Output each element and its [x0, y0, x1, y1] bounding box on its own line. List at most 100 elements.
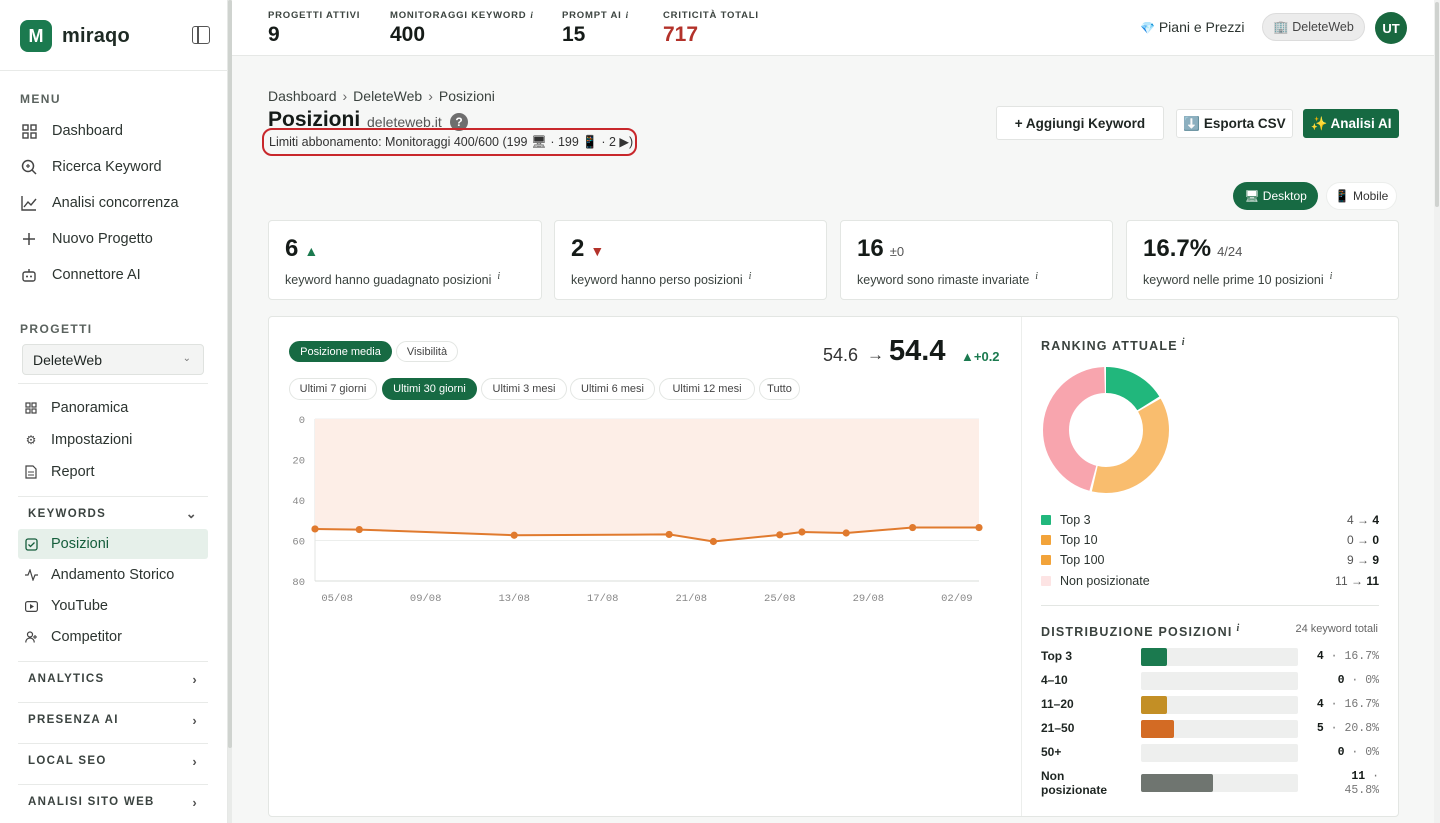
breadcrumb-dashboard[interactable]: Dashboard — [268, 88, 337, 104]
tab-visibilita[interactable]: Visibilità — [396, 341, 458, 362]
device-desktop-toggle[interactable]: 🖥 Desktop — [1233, 182, 1318, 210]
distribution-label: 21–50 — [1041, 721, 1075, 735]
sidebar-item-label: Nuovo Progetto — [52, 231, 153, 247]
range-all[interactable]: Tutto — [759, 378, 800, 400]
distribution-track — [1141, 774, 1298, 792]
info-icon[interactable]: i — [497, 271, 501, 282]
device-mobile-toggle[interactable]: 📱 Mobile — [1326, 182, 1397, 210]
distribution-track — [1141, 720, 1298, 738]
info-icon[interactable]: i — [530, 10, 534, 20]
subscription-limits: Limiti abbonamento: Monitoraggi 400/600 … — [262, 128, 637, 156]
legend-label: Top 3 — [1060, 513, 1091, 527]
info-icon[interactable]: i — [1035, 271, 1039, 282]
sidebar-item-label: Andamento Storico — [51, 567, 175, 583]
sidebar-item-andamento-storico[interactable]: Andamento Storico — [24, 560, 208, 590]
sidebar-item-posizioni[interactable]: Posizioni — [18, 529, 208, 559]
info-icon[interactable]: i — [1181, 337, 1185, 348]
position-line-chart: 0 20 40 60 80 05/08 09/08 13/08 17/08 21/08 25/08 2… — [292, 415, 983, 605]
plans-link[interactable]: 💎 Piani e Prezzi — [1140, 19, 1245, 35]
sidebar-item-competitor[interactable]: Competitor — [24, 622, 208, 652]
group-local-seo[interactable]: LOCAL SEO › — [28, 751, 198, 771]
logo[interactable]: M miraqo — [20, 20, 210, 52]
kpi-description: keyword nelle prime 10 posizioni i — [1143, 271, 1333, 288]
info-icon[interactable]: i — [748, 271, 752, 282]
distribution-label: 50+ — [1041, 745, 1062, 759]
group-label: KEYWORDS — [28, 508, 107, 520]
distribution-row: 50+ 0 · 0% — [1041, 743, 1379, 763]
group-label: ANALYTICS — [28, 673, 105, 685]
help-icon[interactable]: ? — [450, 113, 468, 131]
kpi-description: keyword hanno perso posizioni i — [571, 271, 752, 288]
distribution-value: 5 · 20.8% — [1316, 722, 1379, 735]
info-icon[interactable]: i — [625, 10, 629, 20]
kpi-value: 16.7% 4/24 — [1143, 235, 1243, 262]
sidebar-item-dashboard[interactable]: Dashboard — [20, 116, 210, 146]
kpi-value: 6 ▲ — [285, 235, 319, 262]
range-12-months[interactable]: Ultimi 12 mesi — [659, 378, 755, 400]
group-presenza-ai[interactable]: PRESENZA AI › — [28, 710, 198, 730]
breadcrumb-project[interactable]: DeleteWeb — [353, 88, 423, 104]
avatar[interactable]: UT — [1375, 12, 1407, 44]
range-6-months[interactable]: Ultimi 6 mesi — [570, 378, 655, 400]
diamond-icon: 💎 — [1140, 21, 1155, 35]
data-point — [311, 525, 319, 533]
stat-progetti-attivi: PROGETTI ATTIVI 9 — [268, 10, 360, 47]
sidebar-item-connettore-ai[interactable]: Connettore AI — [20, 260, 210, 290]
sidebar-item-impostazioni[interactable]: ⚙ Impostazioni — [24, 425, 208, 455]
distribution-row: 4–10 0 · 0% — [1041, 671, 1379, 691]
page-title: Posizioni — [268, 108, 361, 131]
stat-value: 400 — [390, 23, 426, 46]
stat-value: 717 — [663, 23, 699, 46]
x-tick-label: 09/08 — [410, 593, 442, 605]
project-select[interactable]: DeleteWeb ⌄ — [22, 344, 204, 375]
ranking-title: RANKING ATTUALE i — [1041, 337, 1185, 354]
sidebar-item-youtube[interactable]: YouTube — [24, 591, 208, 621]
sidebar-toggle-icon[interactable] — [192, 26, 210, 44]
sidebar-item-label: Ricerca Keyword — [52, 159, 162, 175]
legend-swatch — [1041, 576, 1051, 586]
kpi-value: 2 ▼ — [571, 235, 605, 262]
scrollbar-thumb[interactable] — [228, 0, 232, 748]
group-analisi-sito-web[interactable]: ANALISI SITO WEB › — [28, 792, 198, 812]
info-icon[interactable]: i — [1236, 623, 1240, 634]
top-bar: PROGETTI ATTIVI 9 MONITORAGGI KEYWORD i 4… — [232, 0, 1440, 56]
sidebar-scrollbar[interactable] — [228, 0, 232, 823]
data-point — [355, 525, 363, 534]
export-csv-button[interactable]: ⬇️ Esporta CSV — [1176, 109, 1293, 138]
y-tick-label: 0 — [299, 415, 305, 427]
group-analytics[interactable]: ANALYTICS › — [28, 669, 198, 689]
arrow-right-icon: → — [867, 345, 884, 364]
range-7-days[interactable]: Ultimi 7 giorni — [289, 378, 377, 400]
distribution-row: Top 3 4 · 16.7% — [1041, 647, 1379, 667]
sidebar: M miraqo MENU Dashboard Ricerca Keyword … — [0, 0, 228, 823]
stat-label: PROMPT AI i — [562, 10, 629, 21]
scrollbar-thumb[interactable] — [1435, 2, 1439, 207]
breadcrumb-separator: › — [342, 88, 348, 104]
y-tick-label: 40 — [292, 496, 305, 508]
info-icon[interactable]: i — [1329, 271, 1333, 282]
sidebar-item-label: Posizioni — [51, 536, 110, 552]
sidebar-item-nuovo-progetto[interactable]: Nuovo Progetto — [20, 224, 210, 254]
group-keywords[interactable]: KEYWORDS ⌄ — [28, 504, 198, 524]
sidebar-item-panoramica[interactable]: Panoramica — [24, 393, 208, 423]
kpi-description: keyword hanno guadagnato posizioni i — [285, 271, 501, 288]
range-30-days[interactable]: Ultimi 30 giorni — [382, 378, 477, 400]
page-scrollbar[interactable] — [1434, 0, 1440, 823]
distribution-row: Non posizionate 11 · 45.8% — [1041, 767, 1379, 799]
kpi-suffix: ±0 — [889, 244, 905, 259]
projects-label: PROGETTI — [20, 322, 93, 336]
sidebar-item-ricerca-keyword[interactable]: Ricerca Keyword — [20, 152, 210, 182]
line-chart-icon — [20, 194, 38, 212]
ai-analysis-button[interactable]: ✨ Analisi AI — [1303, 109, 1399, 138]
range-3-months[interactable]: Ultimi 3 mesi — [481, 378, 567, 400]
sidebar-item-label: Dashboard — [52, 123, 123, 139]
series-line — [314, 526, 979, 543]
sidebar-item-analisi-concorrenza[interactable]: Analisi concorrenza — [20, 188, 210, 218]
breadcrumb-current: Posizioni — [438, 88, 495, 104]
add-keyword-button[interactable]: + Aggiungi Keyword — [996, 106, 1164, 140]
account-switcher[interactable]: 🏢 DeleteWeb — [1262, 13, 1365, 41]
tab-posizione-media[interactable]: Posizione media — [289, 341, 392, 362]
distribution-track — [1141, 744, 1298, 762]
x-tick-label: 02/09 — [941, 593, 973, 605]
sidebar-item-report[interactable]: Report — [24, 457, 208, 487]
